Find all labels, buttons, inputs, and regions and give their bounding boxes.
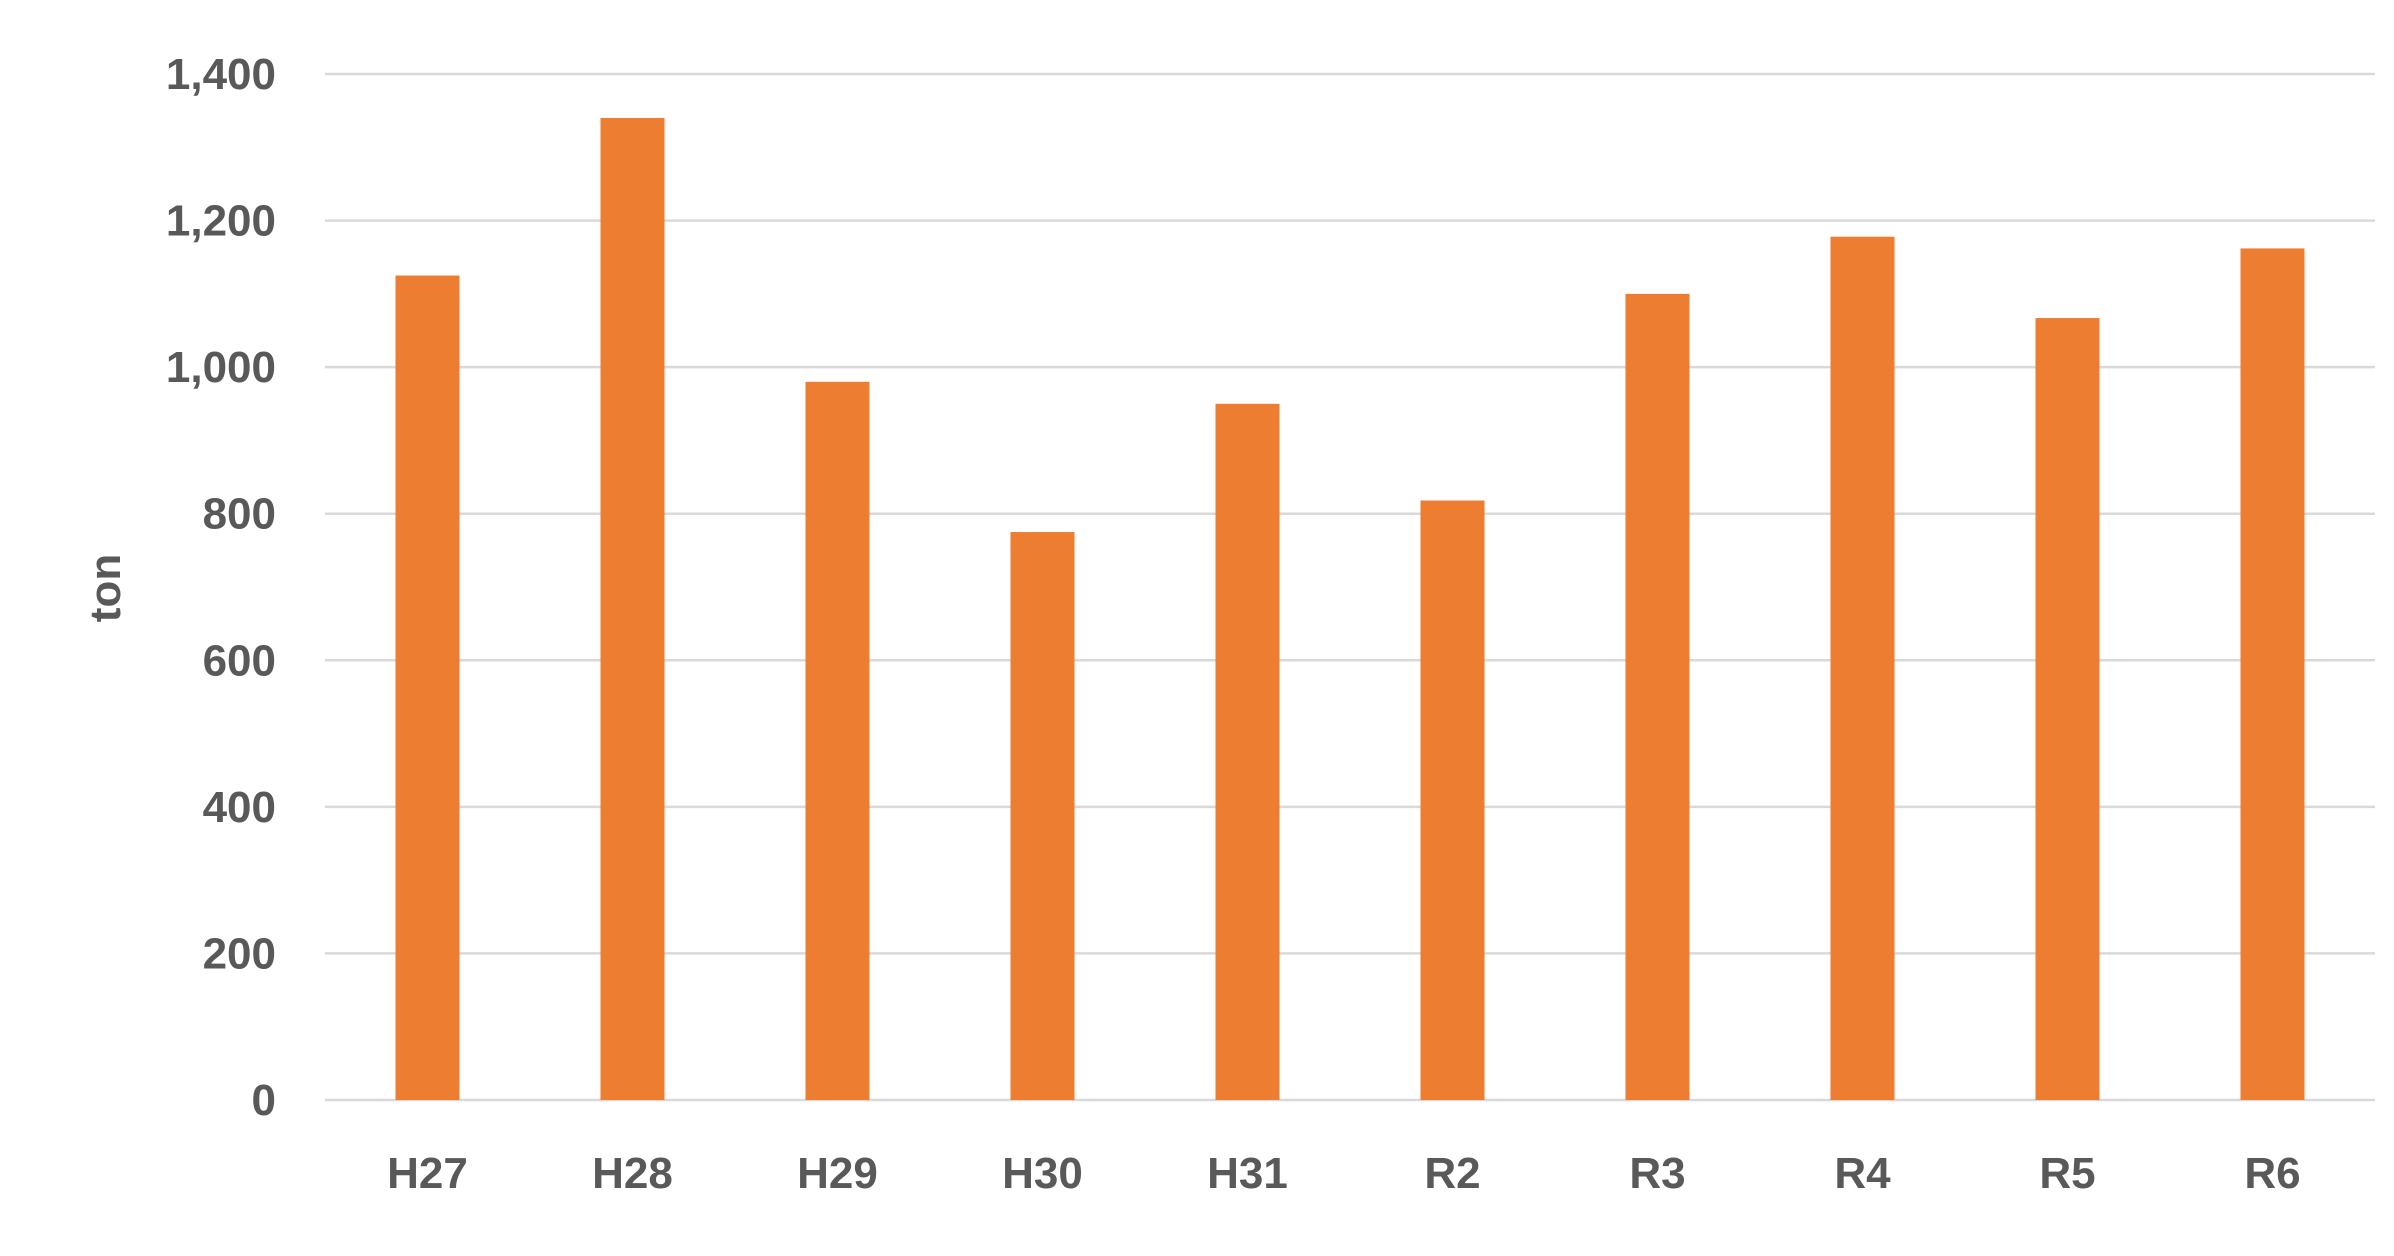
x-axis-ticks: H27 H28 H29 H30 H31 R2 R3 R4 R5 R6 <box>387 1149 2300 1198</box>
x-tick-label: H27 <box>387 1149 468 1198</box>
bar-h31 <box>1215 403 1280 1100</box>
bar-r5 <box>2035 318 2100 1100</box>
x-tick-label: R4 <box>1834 1149 1891 1198</box>
bar-r3 <box>1625 293 1690 1100</box>
y-axis-title: ton <box>81 554 130 622</box>
y-tick-label: 1,200 <box>166 197 276 246</box>
bars <box>395 117 2305 1101</box>
x-tick-label: H28 <box>592 1149 673 1198</box>
x-tick-label: R5 <box>2039 1149 2095 1198</box>
bar-h27 <box>395 275 460 1100</box>
x-tick-label: H30 <box>1002 1149 1083 1198</box>
y-axis-ticks: 0 200 400 600 800 1,000 1,200 1,400 <box>166 50 276 1125</box>
x-tick-label: R6 <box>2244 1149 2300 1198</box>
bar-h28 <box>600 117 665 1100</box>
y-tick-label: 400 <box>203 783 276 832</box>
bar-h29 <box>805 381 870 1100</box>
bar-r6 <box>2240 248 2305 1101</box>
gridlines <box>325 72 2375 1102</box>
bar-r4 <box>1830 236 1895 1101</box>
x-tick-label: R2 <box>1424 1149 1480 1198</box>
x-tick-label: H29 <box>797 1149 878 1198</box>
y-tick-label: 1,000 <box>166 343 276 392</box>
x-tick-label: R3 <box>1629 1149 1685 1198</box>
bar-h30 <box>1010 532 1075 1100</box>
y-tick-label: 1,400 <box>166 50 276 99</box>
x-tick-label: H31 <box>1207 1149 1288 1198</box>
y-tick-label: 600 <box>203 636 276 685</box>
y-tick-label: 800 <box>203 490 276 539</box>
bar-r2 <box>1420 500 1485 1101</box>
y-tick-label: 200 <box>203 929 276 978</box>
y-tick-label: 0 <box>252 1076 276 1125</box>
